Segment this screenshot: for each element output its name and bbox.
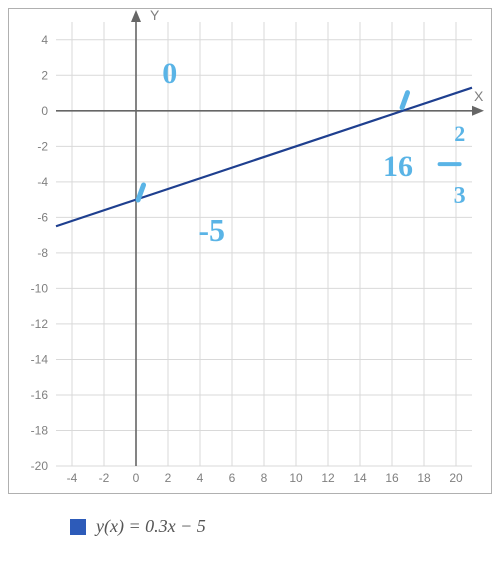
- svg-text:-16: -16: [31, 388, 49, 402]
- svg-text:2: 2: [165, 471, 172, 485]
- svg-text:0: 0: [133, 471, 140, 485]
- svg-text:-14: -14: [31, 352, 49, 366]
- svg-text:2: 2: [41, 68, 48, 82]
- svg-text:8: 8: [261, 471, 268, 485]
- svg-text:Y: Y: [150, 7, 160, 23]
- legend-swatch: [70, 519, 86, 535]
- svg-text:-2: -2: [37, 139, 48, 153]
- chart-plot: YX-20-18-16-14-12-10-8-6-4-2024-4-202468…: [0, 0, 500, 562]
- legend-equation: y(x) = 0.3x − 5: [96, 516, 206, 537]
- svg-text:18: 18: [417, 471, 431, 485]
- svg-text:X: X: [474, 88, 484, 104]
- svg-text:4: 4: [197, 471, 204, 485]
- svg-text:14: 14: [353, 471, 367, 485]
- svg-text:12: 12: [321, 471, 335, 485]
- svg-text:-10: -10: [31, 281, 49, 295]
- svg-text:4: 4: [41, 33, 48, 47]
- svg-text:16: 16: [385, 471, 399, 485]
- svg-text:20: 20: [449, 471, 463, 485]
- svg-text:6: 6: [229, 471, 236, 485]
- svg-text:-2: -2: [99, 471, 110, 485]
- svg-text:-4: -4: [67, 471, 78, 485]
- svg-text:-4: -4: [37, 175, 48, 189]
- svg-text:-20: -20: [31, 459, 49, 473]
- legend: y(x) = 0.3x − 5: [70, 516, 206, 537]
- svg-text:10: 10: [289, 471, 303, 485]
- svg-text:-6: -6: [37, 210, 48, 224]
- svg-text:-18: -18: [31, 423, 49, 437]
- svg-text:-12: -12: [31, 317, 49, 331]
- svg-text:0: 0: [41, 104, 48, 118]
- svg-text:-8: -8: [37, 246, 48, 260]
